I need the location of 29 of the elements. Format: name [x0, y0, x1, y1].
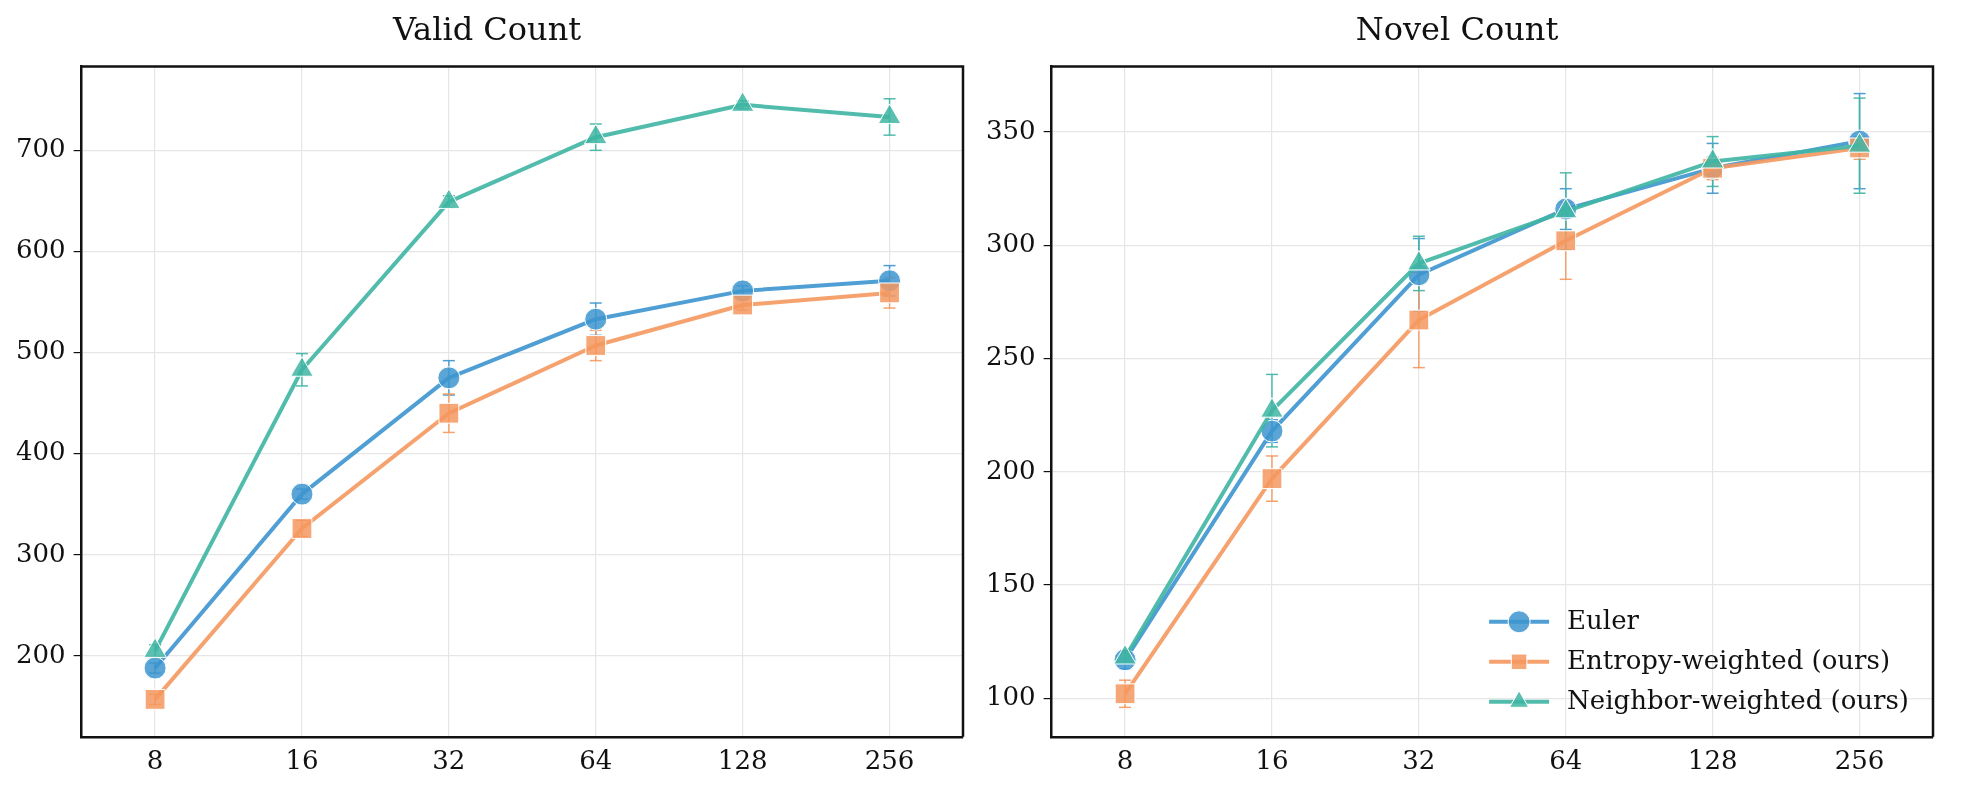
y-tick-label: 150	[985, 567, 1036, 598]
y-tick-label: 700	[15, 133, 66, 164]
x-tick-label: 128	[717, 745, 768, 776]
x-tick-label: 64	[1549, 745, 1583, 776]
x-tick-label: 32	[432, 745, 466, 776]
y-tick-label: 400	[15, 436, 66, 467]
x-tick-label: 256	[864, 745, 915, 776]
x-tick-label: 16	[1255, 745, 1289, 776]
x-tick-label: 256	[1834, 745, 1885, 776]
x-tick-label: 32	[1402, 745, 1436, 776]
legend-label: Entropy-weighted (ours)	[1567, 644, 1891, 675]
y-tick-label: 350	[985, 114, 1036, 145]
legend-label: Neighbor-weighted (ours)	[1567, 684, 1910, 715]
x-tick-label: 8	[146, 745, 164, 776]
y-tick-label: 100	[985, 681, 1036, 712]
chart-title: Valid Count	[391, 9, 582, 48]
chart-title: Novel Count	[1355, 9, 1559, 48]
y-tick-label: 200	[15, 638, 66, 669]
x-tick-label: 64	[579, 745, 613, 776]
x-tick-label: 16	[285, 745, 319, 776]
y-tick-label: 300	[15, 537, 66, 568]
y-tick-label: 500	[15, 335, 66, 366]
y-tick-label: 300	[985, 228, 1036, 259]
y-tick-label: 600	[15, 234, 66, 265]
legend-label: Euler	[1567, 604, 1640, 635]
y-tick-label: 200	[985, 454, 1036, 485]
x-tick-label: 8	[1116, 745, 1134, 776]
x-tick-label: 128	[1687, 745, 1738, 776]
y-tick-label: 250	[985, 341, 1036, 372]
